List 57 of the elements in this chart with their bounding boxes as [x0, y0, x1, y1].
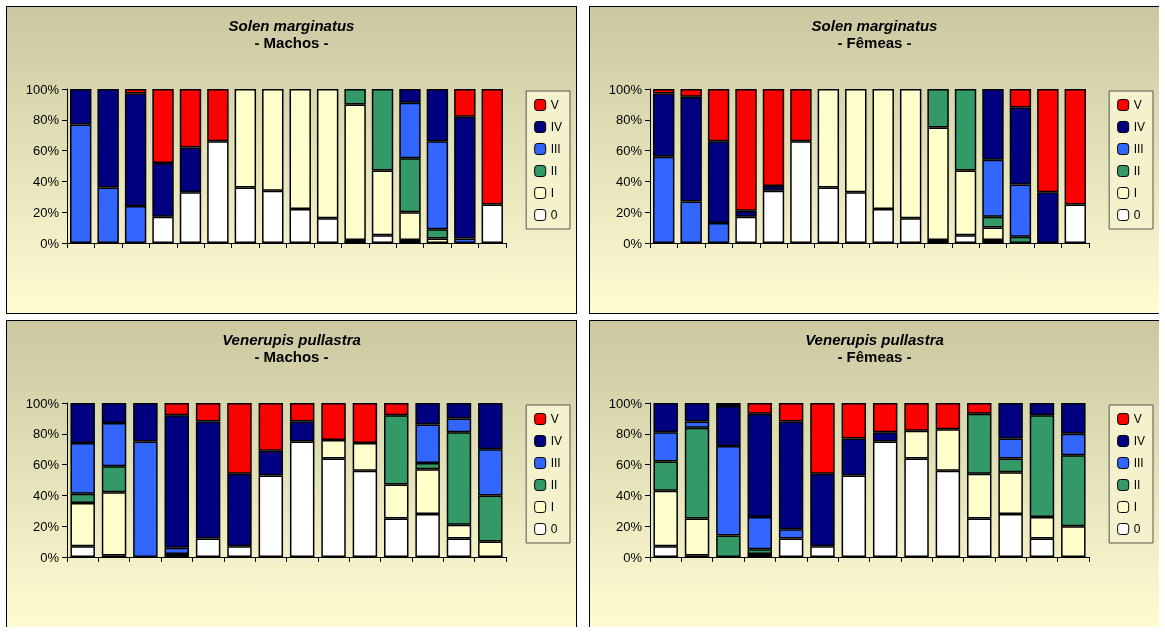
- y-tick-label: 100%: [608, 81, 642, 97]
- chart-title: Venerupis pullastra: [804, 330, 944, 348]
- y-tick-label: 20%: [32, 204, 60, 220]
- y-tick-label: 60%: [615, 456, 642, 472]
- y-tick-label: 0%: [40, 235, 60, 251]
- legend-label: 0: [550, 521, 558, 536]
- y-tick-label: 0%: [622, 235, 642, 251]
- y-tick-label: 100%: [25, 395, 60, 410]
- legend-label: IV: [1133, 433, 1145, 448]
- y-tick-label: 0%: [622, 549, 642, 564]
- legend-label: III: [550, 455, 561, 470]
- y-tick-label: 0%: [40, 549, 60, 564]
- y-tick-label: 60%: [32, 456, 60, 472]
- legend-label: III: [550, 142, 561, 156]
- chart-subtitle: - Machos -: [254, 34, 329, 51]
- legend-label: II: [550, 477, 558, 492]
- legend-label: V: [550, 98, 559, 112]
- y-tick-label: 20%: [32, 518, 60, 534]
- y-tick-label: 60%: [32, 143, 60, 159]
- legend-label: I: [1133, 186, 1137, 200]
- legend-label: IV: [550, 433, 563, 448]
- chart-subtitle: - Fêmeas -: [836, 34, 912, 51]
- legend-label: III: [1133, 142, 1144, 156]
- legend-label: II: [1133, 477, 1140, 492]
- legend-label: V: [550, 411, 559, 426]
- legend-label: 0: [1133, 521, 1141, 536]
- y-tick-label: 80%: [615, 425, 642, 441]
- chart-title: Solen marginatus: [811, 17, 937, 34]
- y-tick-label: 100%: [608, 395, 642, 410]
- legend-label: IV: [1133, 120, 1145, 134]
- y-tick-label: 20%: [615, 518, 642, 534]
- legend-label: I: [550, 499, 555, 514]
- chart-title: Venerupis pullastra: [222, 330, 361, 348]
- legend-label: II: [550, 164, 558, 178]
- legend-label: II: [1133, 164, 1140, 178]
- y-tick-label: 40%: [615, 173, 642, 189]
- chart-subtitle: - Machos -: [254, 347, 329, 365]
- y-tick-label: 80%: [32, 112, 60, 128]
- y-tick-label: 60%: [615, 143, 642, 159]
- chart-title: Solen marginatus: [228, 17, 355, 34]
- legend-label: V: [1133, 411, 1142, 426]
- legend-label: 0: [1133, 208, 1141, 222]
- bar: [762, 89, 784, 187]
- y-tick-label: 80%: [32, 425, 60, 441]
- legend-label: I: [550, 186, 555, 200]
- legend-label: V: [1133, 98, 1142, 112]
- y-tick-label: 20%: [615, 204, 642, 220]
- y-tick-label: 40%: [615, 487, 642, 503]
- chart-subtitle: - Fêmeas -: [836, 347, 912, 365]
- legend-label: III: [1133, 455, 1144, 470]
- legend-label: 0: [550, 208, 558, 222]
- y-tick-label: 40%: [32, 173, 60, 189]
- legend-label: IV: [550, 120, 563, 134]
- legend-label: I: [1133, 499, 1137, 514]
- y-tick-label: 80%: [615, 112, 642, 128]
- y-tick-label: 100%: [25, 81, 60, 97]
- y-tick-label: 40%: [32, 487, 60, 503]
